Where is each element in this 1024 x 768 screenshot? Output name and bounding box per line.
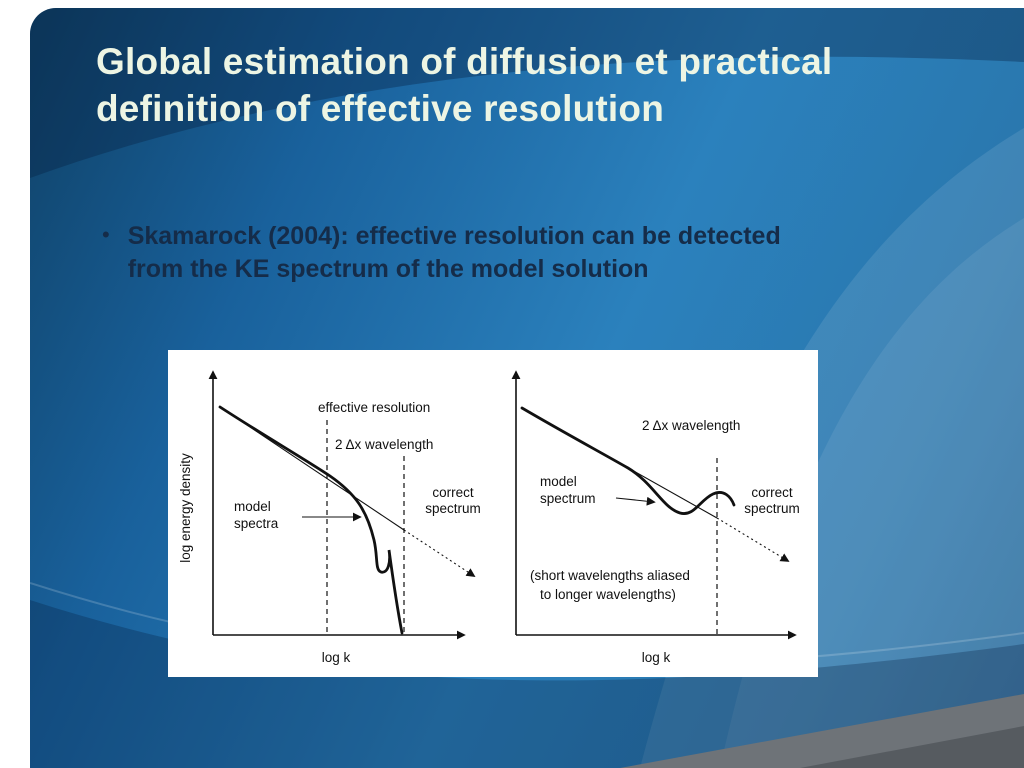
left-model-label-line2: spectra xyxy=(234,516,279,531)
spectra-figure: log energy density log k effective resol… xyxy=(168,350,818,677)
right-plot: log k 2 Δx wavelength model spectrum cor… xyxy=(511,370,800,665)
right-model-label-line1: model xyxy=(540,474,577,489)
right-aliased-note-line1: (short wavelengths aliased xyxy=(530,568,690,583)
bullet-marker: • xyxy=(102,222,110,247)
left-y-axis-label: log energy density xyxy=(178,453,193,563)
left-correct-spectrum-dotted-arrow xyxy=(403,529,476,577)
right-x-axis-label: log k xyxy=(642,650,671,665)
right-aliased-note-line2: to longer wavelengths) xyxy=(540,587,676,602)
slide-title: Global estimation of diffusion et practi… xyxy=(96,41,833,130)
right-model-label-line2: spectrum xyxy=(540,491,596,506)
bullet-item: • Skamarock (2004): effective resolution… xyxy=(102,220,818,286)
left-correct-label-line2: spectrum xyxy=(425,501,481,516)
slide: Global estimation of diffusion et practi… xyxy=(30,8,1024,768)
left-model-spectrum-curve xyxy=(218,405,404,635)
right-model-arrow xyxy=(615,496,656,506)
left-plot: log energy density log k effective resol… xyxy=(178,370,481,665)
swoosh-top-dark xyxy=(30,8,1024,178)
left-model-label-line1: model xyxy=(234,499,271,514)
left-two-dx-label: 2 Δx wavelength xyxy=(335,437,433,452)
left-correct-label-line1: correct xyxy=(432,485,474,500)
right-two-dx-label: 2 Δx wavelength xyxy=(642,418,740,433)
right-correct-label-line1: correct xyxy=(751,485,793,500)
left-x-axis-label: log k xyxy=(322,650,351,665)
right-correct-label-line2: spectrum xyxy=(744,501,800,516)
right-model-spectrum-curve xyxy=(520,406,736,515)
spectra-figure-svg: log energy density log k effective resol… xyxy=(178,370,800,665)
bullet-text: Skamarock (2004): effective resolution c… xyxy=(127,222,781,283)
right-correct-spectrum-dotted-arrow xyxy=(716,517,790,562)
left-effective-resolution-label: effective resolution xyxy=(318,400,430,415)
